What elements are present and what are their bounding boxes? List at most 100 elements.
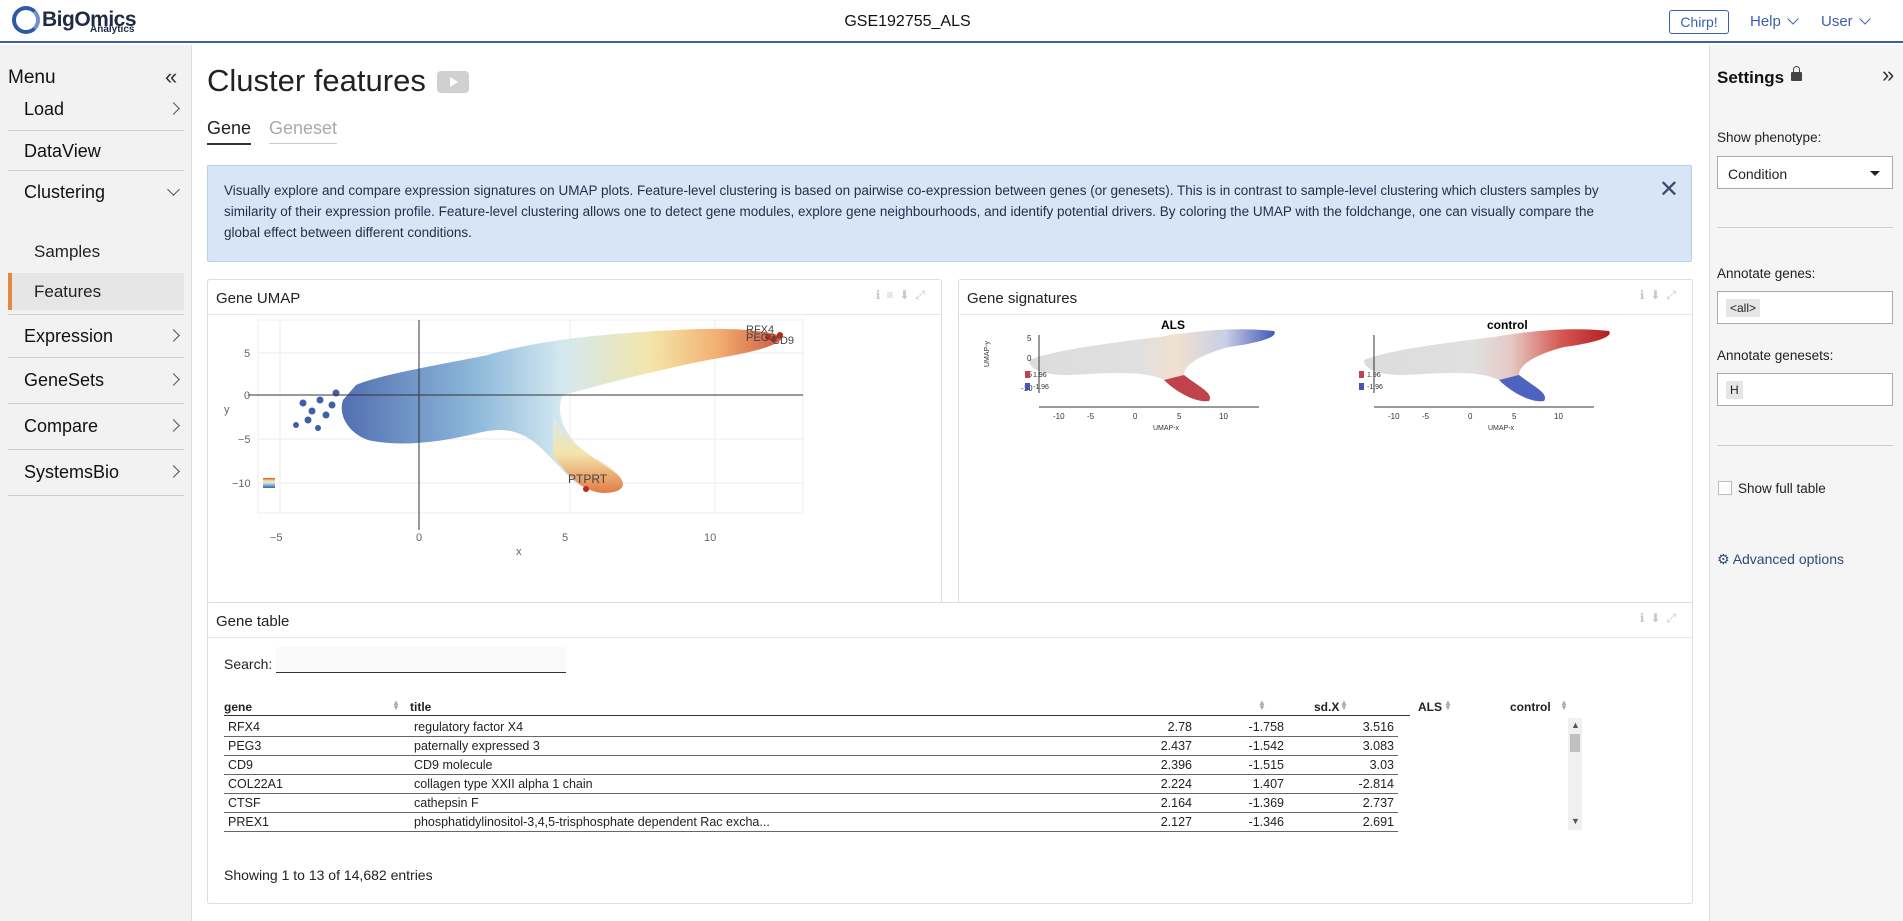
cell-gene: PREX1 <box>228 815 269 829</box>
cell-als: -1.758 <box>1248 720 1284 734</box>
gene-table-panel: Gene table ℹ⬇⤢ Search: gene ▲ ▼ title ▲ ▼ … <box>207 602 1693 904</box>
sort-icon[interactable]: ▲ ▼ <box>1340 698 1348 712</box>
annotate-genesets-input[interactable]: H <box>1717 373 1893 406</box>
cell-gene: COL22A1 <box>228 777 283 791</box>
table-row[interactable]: COL22A1 collagen type XXII alpha 1 chain 2… <box>224 775 1398 794</box>
cell-title: CD9 molecule <box>414 758 493 772</box>
info-text: Visually explore and compare expression … <box>224 183 1599 240</box>
chirp-button[interactable]: Chirp! <box>1669 10 1729 34</box>
x-tick: -5 <box>1087 412 1095 421</box>
table-header: gene ▲ ▼ title ▲ ▼ sd.X ▲ ▼ ALS ▲ ▼ control … <box>224 698 1568 716</box>
show-full-table-label[interactable]: Show full table <box>1738 481 1826 496</box>
dataset-title: GSE192755_ALS <box>844 13 971 30</box>
user-menu[interactable]: User <box>1821 13 1871 30</box>
chevron-right-icon <box>167 329 180 342</box>
gene-label-peg3: PEG3 <box>746 332 775 344</box>
advanced-options-link[interactable]: ⚙ Advanced options <box>1717 551 1844 568</box>
sort-icon[interactable]: ▲ ▼ <box>1560 698 1568 712</box>
search-input[interactable] <box>276 647 566 673</box>
table-scrollbar[interactable]: ▲ ▼ <box>1568 718 1582 830</box>
collapse-sidebar-icon[interactable]: « <box>165 64 178 89</box>
umap-plot[interactable]: RFX4 PEG3 CD9 PTPRT −5 0 5 10 5 0 −5 −10… <box>208 315 941 629</box>
card-divider <box>208 637 1692 638</box>
sidebar-item-genesets[interactable]: GeneSets <box>8 358 184 404</box>
gene-signatures-card: Gene signatures ℹ⬇⤢ ALS -10 -5 <box>958 279 1693 630</box>
column-header-gene[interactable]: gene <box>224 700 253 714</box>
table-row[interactable]: CD9 CD9 molecule 2.396 -1.515 3.03 <box>224 756 1398 775</box>
sidebar-item-clustering[interactable]: Clustering <box>8 171 184 213</box>
info-icon[interactable]: ℹ <box>1639 288 1651 302</box>
x-tick: 5 <box>1512 412 1517 421</box>
cell-gene: RFX4 <box>228 720 260 734</box>
sidebar-subitem-features[interactable]: Features <box>8 273 184 310</box>
tab-gene[interactable]: Gene <box>207 118 252 145</box>
scroll-up-icon[interactable]: ▲ <box>1571 720 1580 730</box>
download-icon[interactable]: ⬇ <box>1650 288 1667 302</box>
show-full-table-checkbox[interactable] <box>1718 481 1732 495</box>
sort-icon[interactable]: ▲ ▼ <box>1444 698 1452 712</box>
sidebar-item-systemsbio[interactable]: SystemsBio <box>8 450 184 496</box>
legend-low: -1.96 <box>1367 384 1383 391</box>
bigomics-logo[interactable]: BigOmics <box>12 6 137 34</box>
download-icon[interactable]: ⬇ <box>899 288 916 302</box>
scroll-down-icon[interactable]: ▼ <box>1571 816 1580 826</box>
annotate-genes-chip[interactable]: <all> <box>1726 299 1761 317</box>
umap-highlight-points <box>583 332 783 492</box>
phenotype-select[interactable]: Condition <box>1717 156 1893 189</box>
table-row[interactable]: RFX4 regulatory factor X4 2.78 -1.758 3.516 <box>224 718 1398 737</box>
close-icon[interactable]: ✕ <box>1658 176 1679 203</box>
x-tick: 5 <box>562 532 568 544</box>
sort-icon[interactable]: ▲ ▼ <box>392 698 400 712</box>
sidebar-item-label: Load <box>24 99 65 119</box>
cell-sdx: 2.437 <box>1160 739 1192 753</box>
top-bar: BigOmics Analytics GSE192755_ALS Chirp! … <box>0 0 1903 43</box>
settings-title: Settings <box>1717 68 1785 87</box>
collapse-settings-icon[interactable]: » <box>1882 62 1895 87</box>
sidebar-item-expression[interactable]: Expression <box>8 314 184 358</box>
sort-icon[interactable]: ▲ ▼ <box>1258 698 1266 712</box>
cell-control: 3.03 <box>1369 758 1394 772</box>
info-icon[interactable]: ℹ <box>1639 611 1651 625</box>
x-axis-label: UMAP-x <box>1153 425 1180 432</box>
legend-low-swatch <box>1359 383 1364 390</box>
table-row[interactable]: PEG3 paternally expressed 3 2.437 -1.542 3.0… <box>224 737 1398 756</box>
table-row[interactable]: CTSF cathepsin F 2.164 -1.369 2.737 <box>224 794 1398 813</box>
expand-icon[interactable]: ⤢ <box>915 288 931 302</box>
info-icon[interactable]: ℹ <box>875 288 887 302</box>
signature-plots[interactable]: ALS -10 -5 0 5 10 UMAP-x 5 0 -5 -10 UMAP… <box>959 315 1692 435</box>
cell-als: -1.346 <box>1248 815 1284 829</box>
column-header-control[interactable]: control <box>1510 700 1551 714</box>
card-divider <box>208 314 941 315</box>
y-axis-label: UMAP-y <box>984 340 991 367</box>
download-icon[interactable]: ⬇ <box>1650 611 1667 625</box>
control-ticks: -10 -5 0 5 10 UMAP-x <box>1388 412 1563 432</box>
sidebar-subitem-label: Features <box>34 282 102 301</box>
lock-icon[interactable] <box>1791 66 1802 81</box>
chevron-down-icon <box>167 183 180 196</box>
table-row[interactable]: PREX1 phosphatidylinositol-3,4,5-trisphos… <box>224 813 1398 832</box>
scroll-thumb[interactable] <box>1570 734 1580 752</box>
umap-color-legend <box>263 478 275 488</box>
menu-icon[interactable]: ≡ <box>886 288 900 302</box>
sidebar-item-load[interactable]: Load <box>8 95 184 131</box>
column-header-title[interactable]: title <box>410 700 432 714</box>
help-label: Help <box>1750 13 1781 30</box>
expand-icon[interactable]: ⤢ <box>1666 611 1682 625</box>
sidebar-subitem-samples[interactable]: Samples <box>8 235 184 269</box>
sidebar-item-dataview[interactable]: DataView <box>8 131 184 171</box>
help-menu[interactable]: Help <box>1750 13 1799 30</box>
video-play-icon[interactable] <box>437 71 469 93</box>
chevron-right-icon <box>167 373 180 386</box>
column-header-als[interactable]: ALS <box>1418 700 1442 714</box>
divider <box>1717 445 1893 446</box>
legend-high-swatch <box>1025 371 1030 378</box>
annotate-genes-input[interactable]: <all> <box>1717 291 1893 324</box>
column-header-sdx[interactable]: sd.X <box>1314 700 1340 714</box>
card-toolbar: ℹ≡⬇⤢ <box>876 288 931 303</box>
x-tick: 10 <box>704 532 716 544</box>
phenotype-value: Condition <box>1728 166 1788 182</box>
sidebar-item-compare[interactable]: Compare <box>8 404 184 450</box>
expand-icon[interactable]: ⤢ <box>1666 288 1682 302</box>
annotate-genesets-chip[interactable]: H <box>1726 381 1743 399</box>
tab-geneset[interactable]: Geneset <box>269 118 338 144</box>
